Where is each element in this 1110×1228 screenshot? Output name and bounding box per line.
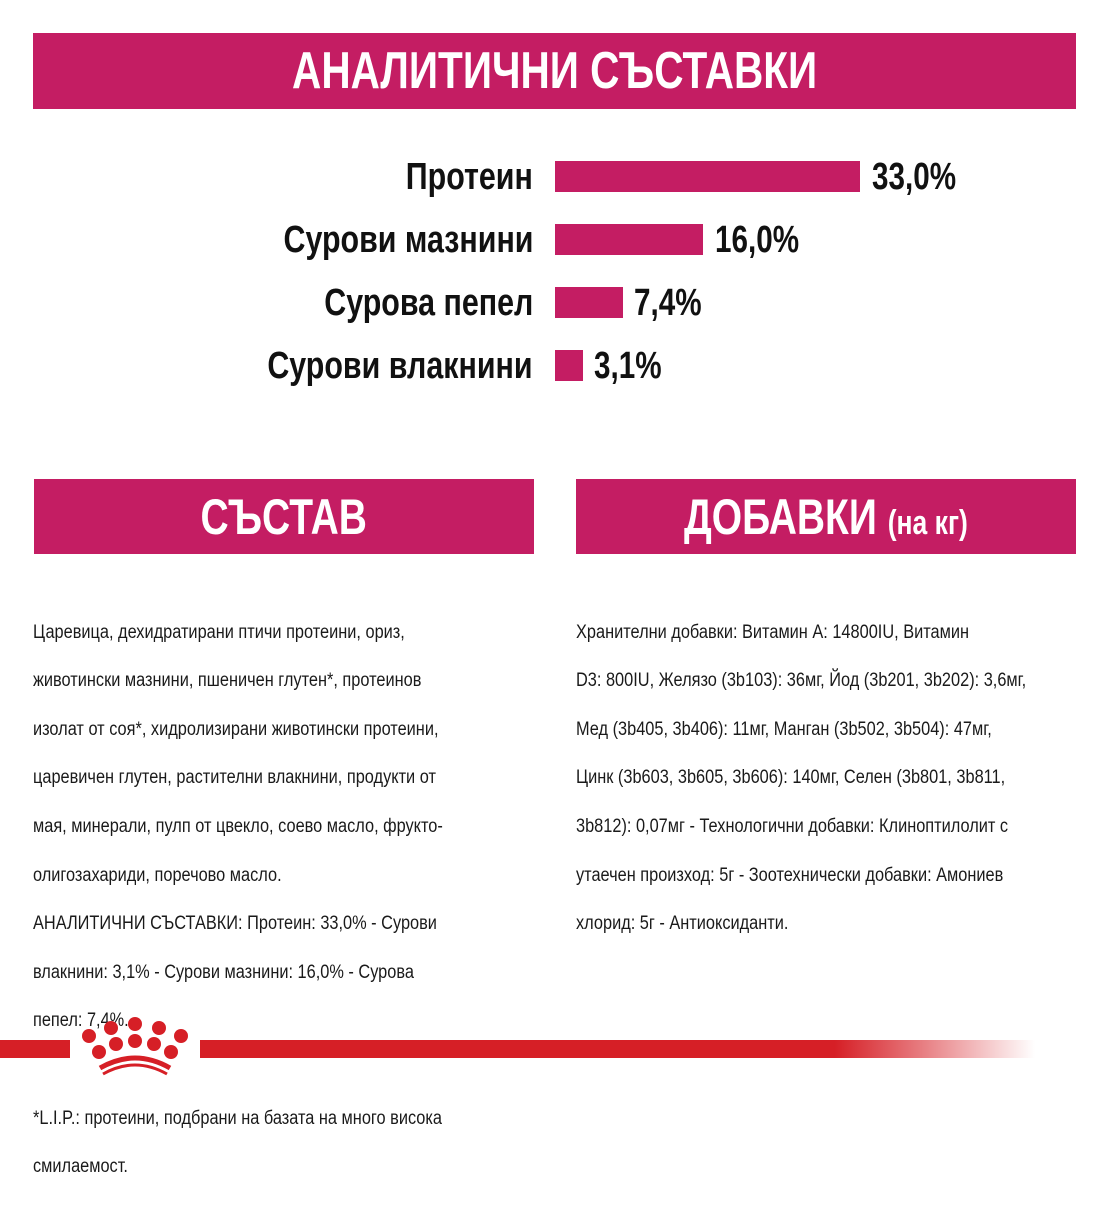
additives-title: ДОБАВКИ — [684, 488, 877, 545]
text-line: Хранителни добавки: Витамин А: 14800IU, … — [576, 621, 970, 643]
text-line: 3b812): 0,07мг - Технологични добавки: К… — [576, 815, 1009, 837]
text-line: АНАЛИТИЧНИ СЪСТАВКИ: Протеин: 33,0% - Су… — [33, 913, 437, 935]
text-line: *L.I.P.: протеини, подбрани на базата на… — [33, 1107, 442, 1129]
text-line: животински мазнини, пшеничен глутен*, пр… — [33, 670, 422, 692]
text-line: смилаемост. — [33, 1156, 128, 1178]
text-line: пепел: 7,4%. — [33, 1010, 129, 1032]
bar — [555, 224, 703, 255]
bar-value: 7,4% — [634, 282, 702, 324]
bar-label: Протеин — [405, 156, 533, 198]
crown-logo-icon — [82, 1017, 188, 1076]
bar-value: 3,1% — [594, 345, 662, 387]
text-line: изолат от соя*, хидролизирани животински… — [33, 718, 439, 740]
text-line: влакнини: 3,1% - Сурови мазнини: 16,0% -… — [33, 961, 414, 983]
text-line: утаечен произход: 5г - Зоотехнически доб… — [576, 864, 1004, 886]
bar-label: Сурови мазнини — [283, 219, 533, 261]
bar-label: Сурови влакнини — [267, 345, 533, 387]
bar-label: Сурова пепел — [323, 282, 533, 324]
text-line: царевичен глутен, растителни влакнини, п… — [33, 767, 436, 789]
bar-value: 16,0% — [715, 219, 800, 261]
text-line: хлорид: 5г - Антиоксиданти. — [576, 913, 789, 935]
brand-stripe-right — [200, 1040, 1035, 1058]
chart-row-fiber: Сурови влакнини 3,1% — [0, 345, 1110, 387]
additives-title-wrap: ДОБАВКИ (на кг) — [684, 488, 968, 546]
text-line: D3: 800IU, Желязо (3b103): 36мг, Йод (3b… — [576, 670, 1027, 692]
text-line: Мед (3b405, 3b406): 11мг, Манган (3b502,… — [576, 718, 992, 740]
chart-row-fat: Сурови мазнини 16,0% — [0, 219, 1110, 261]
bar — [555, 161, 860, 192]
text-line: мая, минерали, пулп от цвекло, соево мас… — [33, 815, 443, 837]
additives-subtitle: (на кг) — [887, 503, 968, 542]
composition-text: Царевица, дехидратирани птичи протеини, … — [33, 572, 553, 1228]
bar — [555, 287, 623, 318]
chart-row-ash: Сурова пепел 7,4% — [0, 282, 1110, 324]
text-line: олигозахариди, поречово масло. — [33, 864, 282, 886]
text-line: Царевица, дехидратирани птичи протеини, … — [33, 621, 405, 643]
page-title: АНАЛИТИЧНИ СЪСТАВКИ — [291, 42, 818, 100]
bar — [555, 350, 583, 381]
brand-stripe-left — [0, 1040, 70, 1058]
composition-title: СЪСТАВ — [200, 488, 368, 545]
additives-text: Хранителни добавки: Витамин А: 14800IU, … — [576, 572, 1096, 985]
title-banner: АНАЛИТИЧНИ СЪСТАВКИ — [33, 33, 1076, 109]
additives-banner: ДОБАВКИ (на кг) — [576, 479, 1076, 554]
bar-value: 33,0% — [872, 156, 957, 198]
composition-banner: СЪСТАВ — [34, 479, 534, 554]
chart-row-protein: Протеин 33,0% — [0, 156, 1110, 198]
text-line: Цинк (3b603, 3b605, 3b606): 140мг, Селен… — [576, 767, 1006, 789]
